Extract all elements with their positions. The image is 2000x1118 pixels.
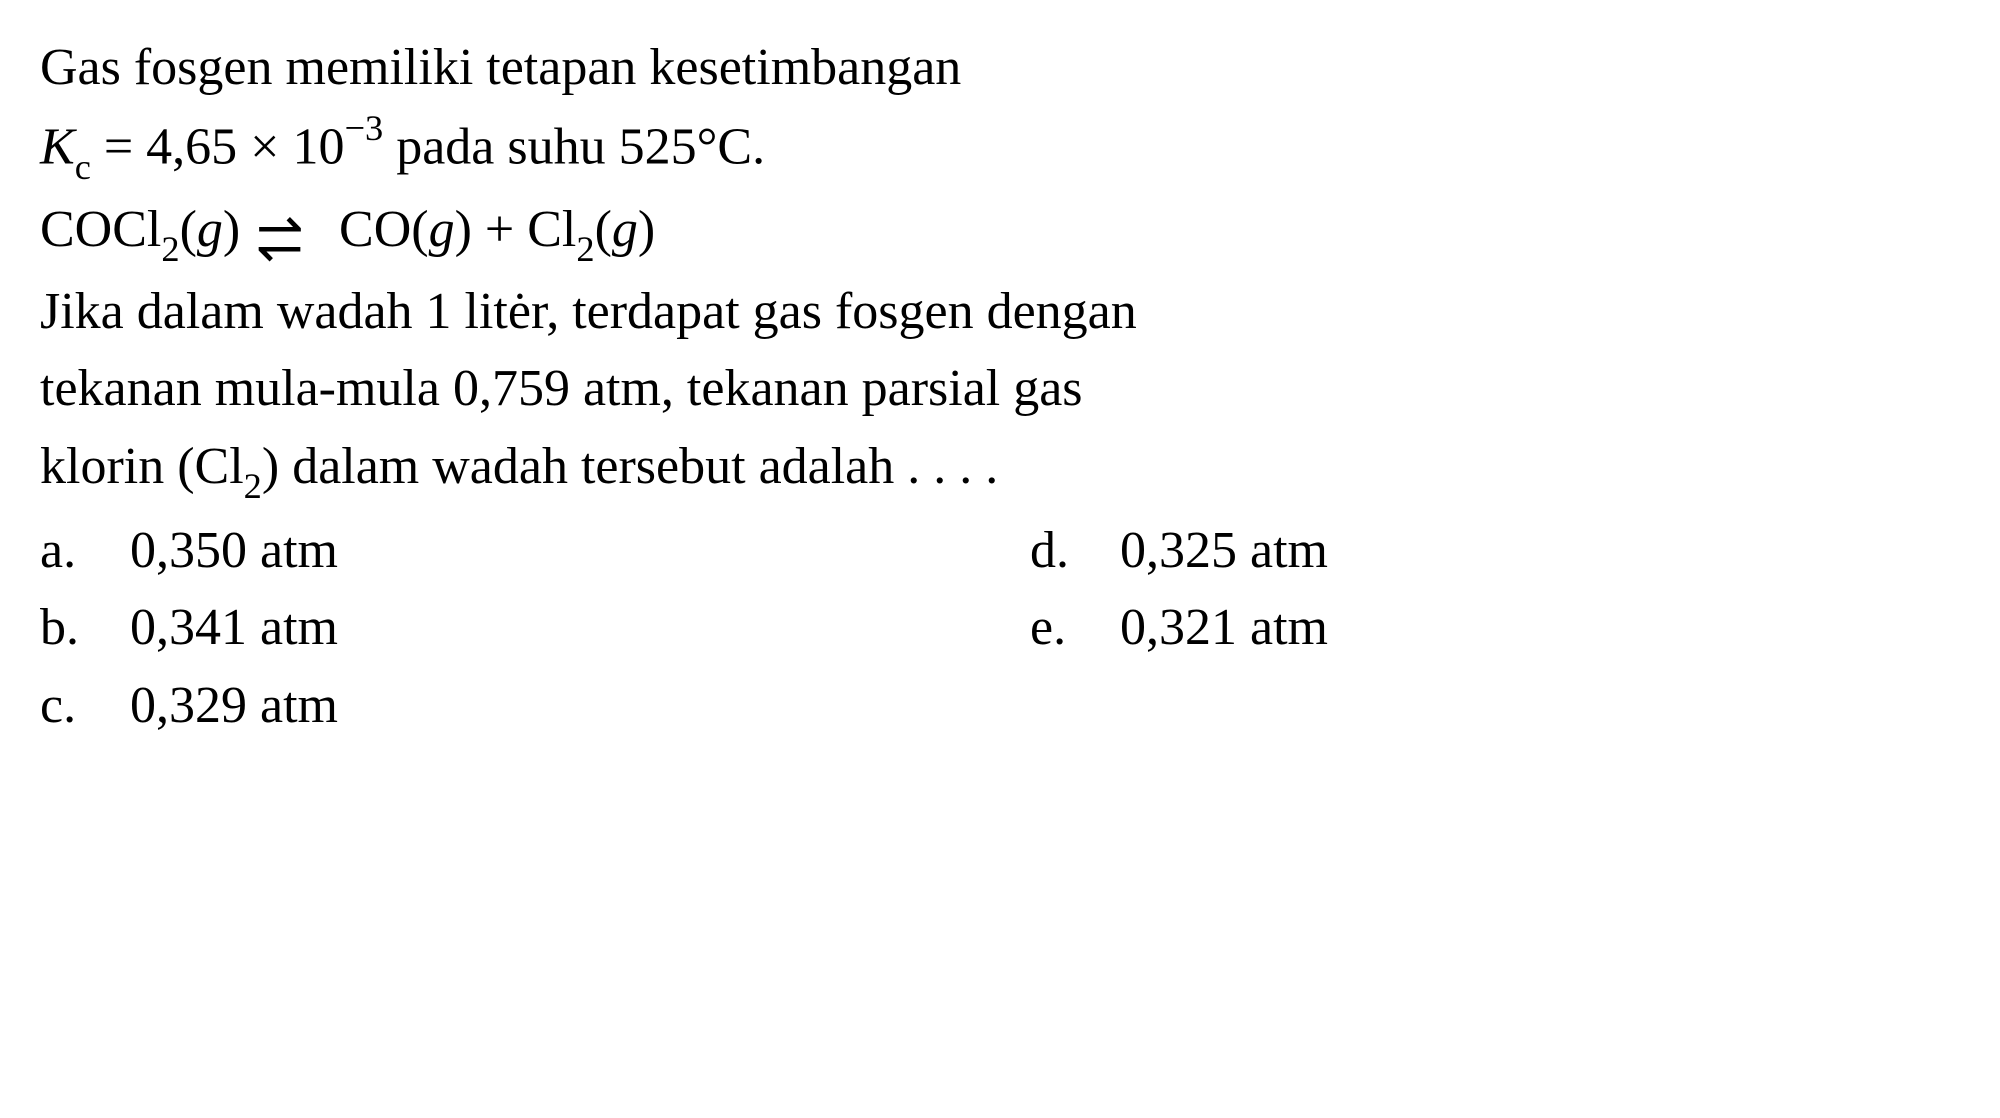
line6-part-a: klorin (Cl [40, 438, 244, 495]
option-letter-c: c. [40, 668, 130, 743]
question-line-1: Gas fosgen memiliki tetapan kesetimbanga… [40, 30, 1960, 105]
option-letter-e: e. [1030, 590, 1120, 665]
option-text-c: 0,329 atm [130, 668, 1030, 743]
options-container: a. 0,350 atm b. 0,341 atm c. 0,329 atm d… [40, 513, 1960, 745]
eq-co-close: ) + Cl [455, 201, 577, 258]
kc-subscript: c [75, 147, 91, 187]
question-line-2: Kc = 4,65 × 10−3 pada suhu 525°C. [40, 107, 1960, 190]
kc-variable: K [40, 119, 75, 176]
option-b: b. 0,341 atm [40, 590, 1030, 665]
option-c: c. 0,329 atm [40, 668, 1030, 743]
eq-sub-1: 2 [161, 229, 179, 269]
eq-paren-open-3: ( [595, 201, 612, 258]
eq-state-2: g [429, 201, 455, 258]
options-column-right: d. 0,325 atm e. 0,321 atm [1030, 513, 1960, 745]
option-letter-b: b. [40, 590, 130, 665]
option-text-b: 0,341 atm [130, 590, 1030, 665]
options-column-left: a. 0,350 atm b. 0,341 atm c. 0,329 atm [40, 513, 1030, 745]
eq-co: CO( [326, 201, 429, 258]
equation-line: COCl2(g) CO(g) + Cl2(g) [40, 192, 1960, 272]
option-d: d. 0,325 atm [1030, 513, 1960, 588]
option-a: a. 0,350 atm [40, 513, 1030, 588]
line6-sub: 2 [244, 466, 262, 506]
kc-exponent: −3 [345, 108, 384, 148]
line6-part-b: ) dalam wadah tersebut adalah . . . . [262, 438, 998, 495]
option-text-e: 0,321 atm [1120, 590, 1960, 665]
eq-sub-2: 2 [576, 229, 594, 269]
question-line-6: klorin (Cl2) dalam wadah tersebut adalah… [40, 429, 1960, 509]
question-content: Gas fosgen memiliki tetapan kesetimbanga… [40, 30, 1960, 745]
option-letter-a: a. [40, 513, 130, 588]
question-line-5: tekanan mula-mula 0,759 atm, tekanan par… [40, 351, 1960, 426]
option-text-d: 0,325 atm [1120, 513, 1960, 588]
line2-rest: pada suhu 525°C. [383, 119, 765, 176]
option-letter-d: d. [1030, 513, 1120, 588]
option-text-a: 0,350 atm [130, 513, 1030, 588]
question-line-4: Jika dalam wadah 1 litėr, terdapat gas f… [40, 274, 1960, 349]
equilibrium-arrow-icon [256, 208, 324, 260]
eq-state-3: g [612, 201, 638, 258]
kc-value: = 4,65 × 10 [91, 119, 345, 176]
eq-paren-open-1: ( [180, 201, 197, 258]
eq-paren-close-1: ) [223, 201, 253, 258]
eq-state-1: g [197, 201, 223, 258]
eq-paren-close-3: ) [638, 201, 655, 258]
option-e: e. 0,321 atm [1030, 590, 1960, 665]
eq-cocl2: COCl [40, 201, 161, 258]
